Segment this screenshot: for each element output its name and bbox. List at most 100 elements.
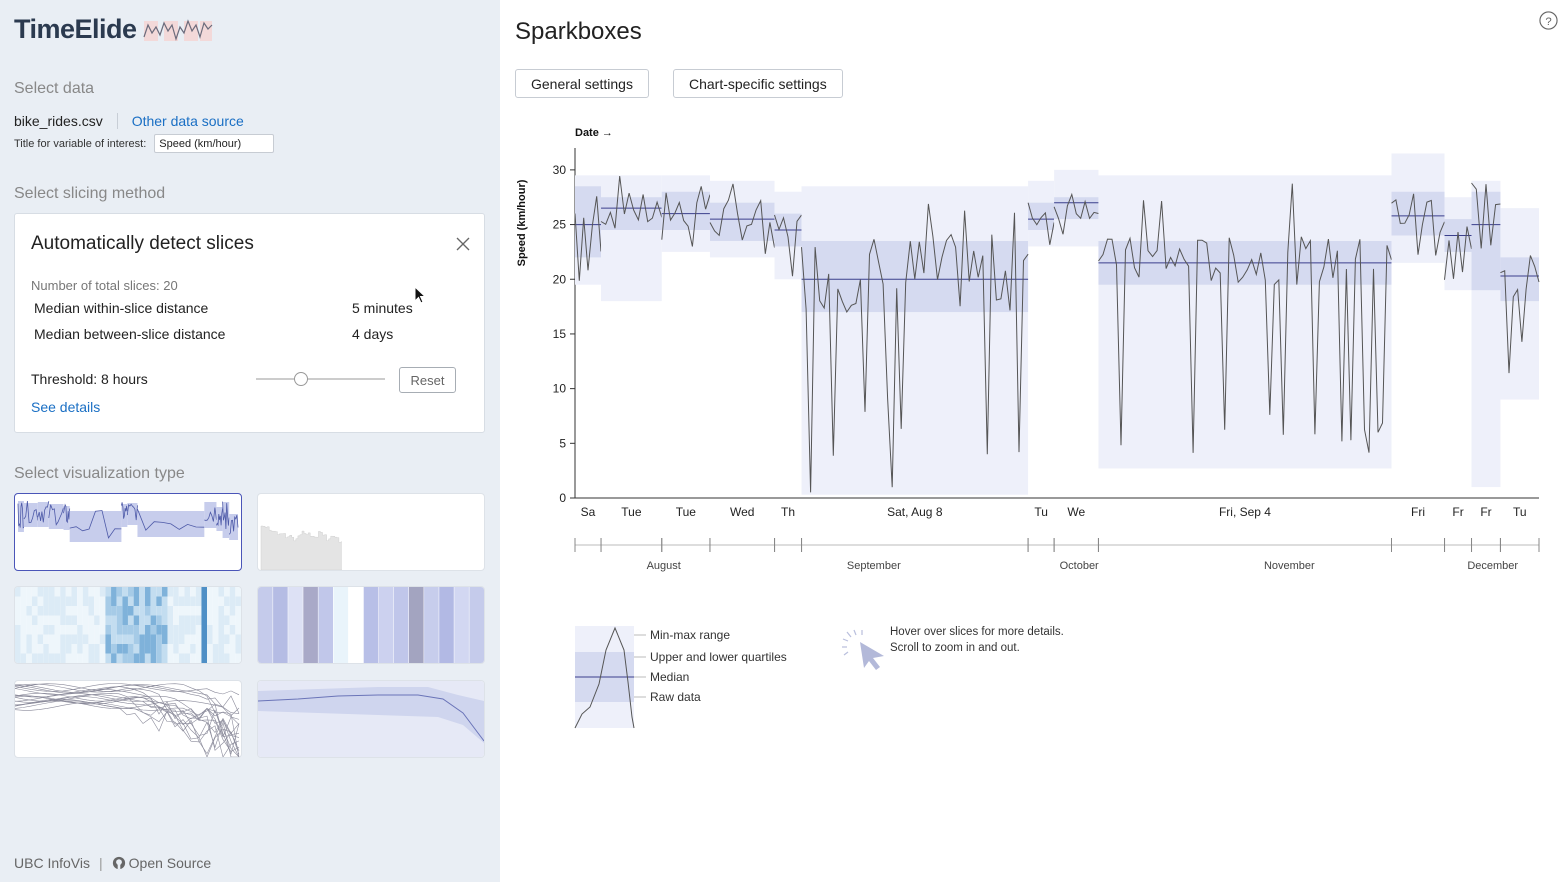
context-month-label: October xyxy=(1060,560,1099,572)
viz-option-overlay-lines[interactable] xyxy=(14,680,242,758)
thumb-heat-cell xyxy=(156,587,162,597)
thumb-heat-cell xyxy=(224,625,230,635)
legend-item-raw: Raw data xyxy=(650,690,701,704)
thumb-heat-cell xyxy=(190,653,196,663)
thumb-heat-cell xyxy=(15,634,21,644)
viz-option-bar[interactable] xyxy=(257,493,485,571)
thumb-heat-cell xyxy=(207,625,213,635)
chart-specific-settings-button[interactable]: Chart-specific settings xyxy=(673,69,843,98)
thumb-heat-cell xyxy=(60,653,66,663)
thumb-heat-cell xyxy=(60,634,66,644)
thumb-heat-cell xyxy=(15,644,21,654)
thumb-heat-cell xyxy=(88,587,95,597)
thumb-heat-cell xyxy=(190,587,196,597)
viz-option-heatmap[interactable] xyxy=(14,586,242,664)
thumb-heat-cell xyxy=(26,644,32,654)
thumb-heat-cell xyxy=(71,625,78,635)
sparkboxes-chart[interactable]: Date → Speed (km/hour) 0 5 10 15 20 25 30 Sa Tue Tu… xyxy=(510,118,1550,588)
other-data-source-link[interactable]: Other data source xyxy=(131,113,244,129)
thumb-heat-cell xyxy=(156,644,162,654)
thumb-heat-cell xyxy=(94,615,100,625)
thumb-heat-cell xyxy=(105,596,111,606)
thumb-heat-cell xyxy=(229,653,236,663)
slider-thumb[interactable] xyxy=(294,372,309,386)
thumb-heat-cell xyxy=(122,606,128,616)
thumb-heat-cell xyxy=(167,634,174,644)
variable-title-input[interactable] xyxy=(154,134,275,153)
thumb-heat-cell xyxy=(161,625,168,635)
slice-raw-line xyxy=(1098,183,1392,453)
thumb-heat-cell xyxy=(156,634,162,644)
thumb-stripe xyxy=(393,587,409,663)
context-month-label: September xyxy=(847,560,901,572)
open-source-label: Open Source xyxy=(128,855,212,871)
thumb-heat-cell xyxy=(229,615,236,625)
viz-option-stripes[interactable] xyxy=(257,586,485,664)
thumb-heat-cell xyxy=(207,653,213,663)
see-details-link[interactable]: See details xyxy=(31,399,101,415)
app-logo: TimeElide xyxy=(14,14,214,45)
slice-raw-line xyxy=(574,196,602,281)
thumb-heat-cell xyxy=(144,644,151,654)
thumb-heat-cell xyxy=(207,587,213,597)
thumb-heat-cell xyxy=(20,653,27,663)
thumb-heat-cell xyxy=(105,653,111,663)
thumb-heat-cell xyxy=(184,596,191,606)
hover-cursor-icon xyxy=(842,629,884,670)
thumb-overlay-line xyxy=(15,684,240,714)
thumb-heat-cell xyxy=(235,587,241,597)
thumb-heat-cell xyxy=(122,634,128,644)
thumb-heat-cell xyxy=(173,587,179,597)
thumb-heat-cell xyxy=(99,653,106,663)
thumb-heat-cell xyxy=(37,596,44,606)
ubc-infovis-link[interactable]: UBC InfoVis xyxy=(14,855,90,871)
threshold-slider[interactable] xyxy=(256,370,385,388)
footer-separator: | xyxy=(99,855,103,871)
thumb-heat-cell xyxy=(15,606,21,616)
thumb-stripe xyxy=(409,587,424,663)
thumb-heat-cell xyxy=(94,596,100,606)
thumb-overlay-line xyxy=(15,692,240,752)
thumb-slice-box xyxy=(69,511,122,542)
open-source-link[interactable]: Open Source xyxy=(112,855,212,871)
thumb-heat-cell xyxy=(201,587,208,597)
thumb-heat-cell xyxy=(173,625,179,635)
close-icon[interactable] xyxy=(455,236,471,252)
slice-label: Fr xyxy=(1452,505,1463,519)
thumb-heat-cell xyxy=(218,644,224,654)
thumb-overlay-line xyxy=(15,683,240,696)
thumb-heat-cell xyxy=(161,587,168,597)
thumb-heat-cell xyxy=(167,615,174,625)
thumb-heat-cell xyxy=(82,653,89,663)
thumb-heat-cell xyxy=(144,615,151,625)
general-settings-button[interactable]: General settings xyxy=(515,69,649,98)
viz-option-band[interactable] xyxy=(257,680,485,758)
thumb-heat-cell xyxy=(190,615,196,625)
slice-label: Fr xyxy=(1480,505,1491,519)
thumb-heat-cell xyxy=(26,587,32,597)
thumb-heat-cell xyxy=(20,625,27,635)
thumb-heat-cell xyxy=(37,634,44,644)
thumb-slice-line xyxy=(204,507,217,522)
stripes-thumbnail xyxy=(258,587,484,663)
thumb-heat-cell xyxy=(128,644,134,654)
viz-option-sparkboxes[interactable] xyxy=(14,493,242,571)
thumb-heat-cell xyxy=(82,644,89,654)
thumb-heat-cell xyxy=(156,606,162,616)
thumb-heat-cell xyxy=(218,634,224,644)
thumb-heat-cell xyxy=(167,625,174,635)
thumb-heat-cell xyxy=(111,596,117,606)
thumb-slice-line xyxy=(126,503,138,521)
thumb-heat-cell xyxy=(43,653,49,663)
thumb-heat-cell xyxy=(195,644,202,654)
thumb-heat-cell xyxy=(229,625,236,635)
help-icon[interactable]: ? xyxy=(1539,11,1558,30)
thumb-heat-cell xyxy=(229,606,236,616)
thumb-heat-cell xyxy=(150,587,157,597)
y-tick-label: 20 xyxy=(553,272,567,286)
github-icon xyxy=(112,856,125,870)
thumb-slice-box xyxy=(48,504,64,529)
thumb-heat-cell xyxy=(150,596,157,606)
reset-button[interactable]: Reset xyxy=(399,367,456,393)
thumb-heat-cell xyxy=(37,615,44,625)
